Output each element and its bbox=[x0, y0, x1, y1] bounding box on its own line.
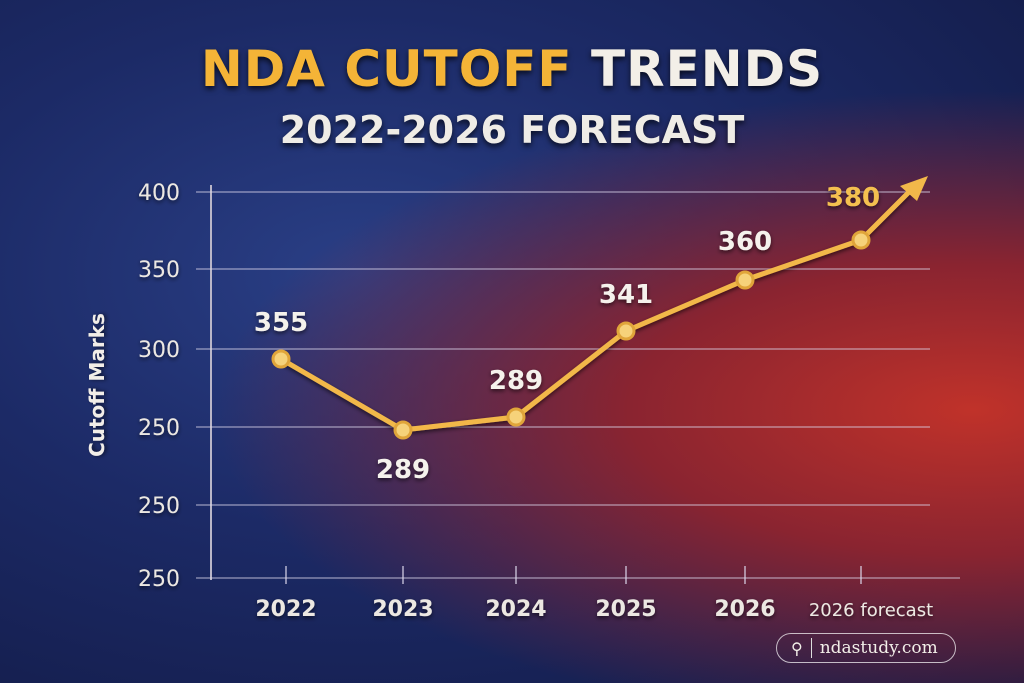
data-point bbox=[506, 407, 526, 427]
data-point bbox=[393, 420, 413, 440]
y-tick-label: 250 bbox=[138, 416, 180, 441]
data-label: 355 bbox=[254, 308, 308, 338]
y-tick-label: 300 bbox=[138, 338, 180, 363]
data-point bbox=[735, 270, 755, 290]
chart-title: NDA CUTOFF TRENDS bbox=[0, 40, 1024, 98]
data-point bbox=[271, 349, 291, 369]
title-accent: NDA CUTOFF bbox=[200, 40, 573, 98]
y-tick-label: 250 bbox=[138, 567, 180, 592]
data-label: 360 bbox=[718, 227, 772, 257]
search-icon: ⚲ bbox=[791, 638, 803, 658]
data-label: 289 bbox=[376, 455, 430, 485]
x-tick-label: 2024 bbox=[485, 597, 546, 622]
chart-subtitle: 2022-2026 FORECAST bbox=[279, 108, 745, 152]
watermark-text: ndastudy.com bbox=[819, 638, 938, 658]
y-tick-label: 350 bbox=[138, 258, 180, 283]
x-tick-label: 2026 forecast bbox=[809, 600, 933, 621]
y-axis-label: Cutoff Marks bbox=[85, 313, 109, 457]
data-point bbox=[851, 230, 871, 250]
divider bbox=[810, 638, 812, 658]
trend-arrow-head bbox=[900, 176, 928, 201]
data-point bbox=[616, 321, 636, 341]
x-tick-label: 2025 bbox=[595, 597, 656, 622]
data-label: 289 bbox=[489, 366, 543, 396]
x-tick-label: 2026 bbox=[714, 597, 775, 622]
x-tick-label: 2023 bbox=[372, 597, 433, 622]
data-label: 341 bbox=[599, 280, 653, 310]
data-label: 380 bbox=[826, 183, 880, 213]
watermark-badge: ⚲ ndastudy.com bbox=[776, 633, 956, 663]
title-rest: TRENDS bbox=[590, 40, 824, 98]
y-tick-label: 400 bbox=[138, 181, 180, 206]
y-tick-label: 250 bbox=[138, 494, 180, 519]
x-tick-label: 2022 bbox=[255, 597, 316, 622]
